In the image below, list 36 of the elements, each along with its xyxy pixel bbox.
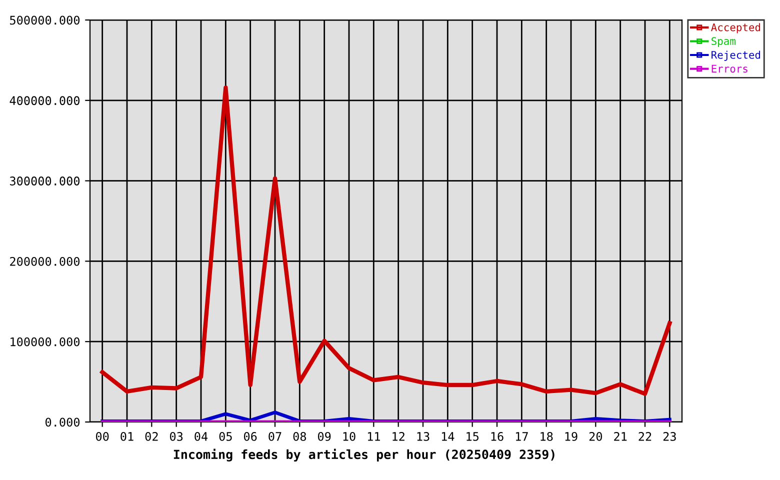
x-tick-label: 06 bbox=[244, 432, 257, 441]
y-tick-label: 100000.000 bbox=[10, 337, 80, 346]
x-tick-label: 19 bbox=[565, 432, 578, 441]
legend-label: Accepted bbox=[711, 23, 760, 34]
legend-label: Errors bbox=[712, 64, 748, 73]
x-tick-label: 10 bbox=[343, 432, 356, 441]
line-series bbox=[100, 85, 672, 396]
x-tick-label: 00 bbox=[96, 432, 109, 441]
x-tick-label: 15 bbox=[466, 432, 478, 441]
y-tick-label: 400000.000 bbox=[10, 96, 80, 106]
x-tick-label: 14 bbox=[442, 432, 454, 441]
x-tick-label: 17 bbox=[516, 432, 528, 441]
y-tick-label: 200000.000 bbox=[10, 256, 80, 266]
x-tick-label: 02 bbox=[145, 432, 158, 441]
y-tick-label: 300000.000 bbox=[10, 176, 80, 186]
x-tick-label: 11 bbox=[368, 432, 380, 441]
x-tick-label: 23 bbox=[663, 432, 676, 441]
x-tick-label: 18 bbox=[540, 432, 553, 441]
y-tick-label: 0.000 bbox=[46, 418, 80, 427]
x-tick-label: 12 bbox=[392, 432, 404, 441]
x-tick-label: 01 bbox=[120, 432, 134, 441]
legend-label: Rejected bbox=[712, 50, 760, 61]
x-tick-label: 16 bbox=[491, 432, 504, 441]
x-tick-label: 21 bbox=[614, 432, 627, 441]
x-tick-label: 20 bbox=[589, 432, 602, 441]
x-tick-label: 05 bbox=[219, 432, 232, 441]
x-tick-label: 13 bbox=[417, 432, 430, 441]
x-tick-label: 22 bbox=[638, 432, 652, 441]
x-axis-title: Incoming feeds by articles per hour (20250409 2359) bbox=[174, 448, 554, 462]
x-tick-label: 08 bbox=[293, 432, 306, 441]
x-tick-label: 03 bbox=[170, 432, 183, 441]
x-tick-label: 04 bbox=[194, 432, 208, 441]
x-tick-label: 07 bbox=[268, 432, 282, 441]
x-tick-label: 09 bbox=[318, 432, 331, 441]
legend-label: Spam bbox=[712, 37, 736, 48]
y-tick-label: 500000.000 bbox=[10, 16, 80, 25]
